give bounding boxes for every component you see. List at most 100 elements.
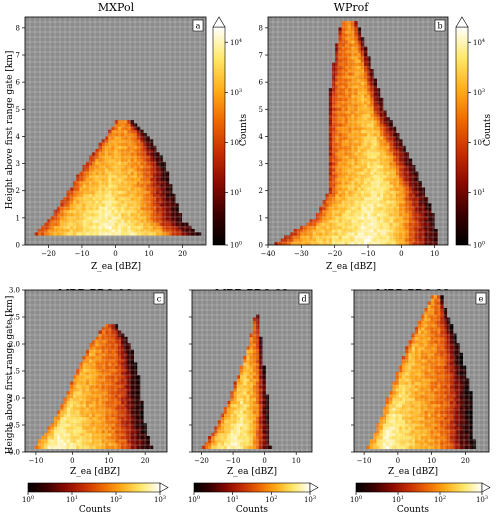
heatmap-cell xyxy=(450,368,454,373)
heatmap-cell xyxy=(373,104,377,108)
heatmap-cell xyxy=(44,229,48,233)
heatmap-cell xyxy=(101,209,106,214)
heatmap-cell xyxy=(95,378,99,382)
heatmap-cell xyxy=(386,222,390,226)
heatmap-cell xyxy=(392,136,397,140)
heatmap-cell xyxy=(341,177,345,182)
heatmap-cell xyxy=(364,94,368,98)
heatmap-cell xyxy=(85,219,90,223)
heatmap-cell xyxy=(76,407,80,411)
heatmap-cell xyxy=(82,197,86,201)
heatmap-cell xyxy=(354,193,358,198)
heatmap-cell xyxy=(63,203,67,207)
heatmap-cell xyxy=(408,238,413,242)
heatmap-cell xyxy=(92,413,96,417)
heatmap-cell xyxy=(427,432,431,437)
heatmap-cell xyxy=(108,225,112,230)
x-tick-label: −10 xyxy=(75,250,90,258)
heatmap-cell xyxy=(130,442,134,446)
heatmap-cell xyxy=(434,241,438,246)
heatmap-cell xyxy=(262,375,266,379)
heatmap-cell xyxy=(421,368,425,373)
heatmap-cell xyxy=(92,177,96,182)
heatmap-cell xyxy=(421,222,425,226)
heatmap-cell xyxy=(76,184,80,188)
heatmap-cell xyxy=(344,94,349,98)
heatmap-cell xyxy=(243,400,247,405)
heatmap-cell xyxy=(114,432,118,437)
heatmap-cell xyxy=(73,381,77,385)
heatmap-cell xyxy=(453,429,457,433)
heatmap-cell xyxy=(360,120,365,124)
heatmap-cell xyxy=(79,174,83,178)
heatmap-cell xyxy=(386,193,390,198)
heatmap-cell xyxy=(392,219,397,223)
heatmap-cell xyxy=(364,213,368,217)
heatmap-cell xyxy=(82,222,86,226)
heatmap-cell xyxy=(383,145,387,150)
heatmap-cell xyxy=(428,209,432,214)
heatmap-cell xyxy=(414,372,419,376)
heatmap-cell xyxy=(399,139,403,143)
heatmap-cell xyxy=(386,181,390,185)
heatmap-cell xyxy=(108,190,112,194)
heatmap-cell xyxy=(408,407,412,411)
heatmap-cell xyxy=(405,397,409,401)
heatmap-cell xyxy=(224,420,228,424)
heatmap-cell xyxy=(440,381,444,385)
heatmap-cell xyxy=(188,232,192,236)
heatmap-cell xyxy=(322,213,326,217)
heatmap-cell xyxy=(249,445,253,449)
heatmap-cell xyxy=(383,229,387,233)
heatmap-cell xyxy=(130,368,134,373)
heatmap-cell xyxy=(367,187,371,191)
heatmap-cell xyxy=(252,397,257,401)
heatmap-cell xyxy=(335,158,339,162)
heatmap-cell xyxy=(319,213,323,217)
heatmap-cell xyxy=(335,203,339,207)
heatmap-cell xyxy=(395,381,399,385)
heatmap-cell xyxy=(121,142,125,146)
heatmap-cell xyxy=(50,423,54,427)
heatmap-cell xyxy=(95,445,99,449)
heatmap-cell xyxy=(341,222,345,226)
heatmap-cell xyxy=(351,53,355,57)
heatmap-cell xyxy=(162,187,166,191)
heatmap-cell xyxy=(386,174,390,178)
heatmap-cell xyxy=(69,209,74,214)
heatmap-cell xyxy=(418,432,422,437)
heatmap-cell xyxy=(412,181,416,185)
heatmap-cell xyxy=(348,238,352,242)
heatmap-cell xyxy=(344,21,349,25)
heatmap-cell xyxy=(386,165,390,169)
heatmap-cell xyxy=(364,101,368,105)
heatmap-cell xyxy=(421,391,425,395)
heatmap-cell xyxy=(73,222,77,226)
heatmap-cell xyxy=(354,69,358,73)
heatmap-cell xyxy=(450,381,454,385)
heatmap-cell xyxy=(462,404,467,408)
heatmap-cell xyxy=(121,375,125,379)
heatmap-cell xyxy=(249,352,253,357)
heatmap-cell xyxy=(79,439,83,443)
heatmap-cell xyxy=(360,165,365,169)
heatmap-cell xyxy=(156,161,160,166)
heatmap-cell xyxy=(367,104,371,108)
heatmap-cell xyxy=(114,445,118,449)
heatmap-cell xyxy=(430,436,435,440)
heatmap-cell xyxy=(338,81,342,86)
heatmap-cell xyxy=(73,232,77,236)
heatmap-cell xyxy=(117,181,122,185)
heatmap-cell xyxy=(121,404,125,408)
heatmap-cell xyxy=(456,442,460,446)
heatmap-cell xyxy=(240,423,244,427)
heatmap-cell xyxy=(117,442,122,446)
heatmap-cell xyxy=(243,416,247,421)
heatmap-cell xyxy=(124,391,128,395)
heatmap-cell xyxy=(421,200,425,204)
heatmap-cell xyxy=(386,436,390,440)
heatmap-cell xyxy=(373,123,377,127)
heatmap-cell xyxy=(325,200,329,204)
heatmap-cell xyxy=(249,426,253,430)
